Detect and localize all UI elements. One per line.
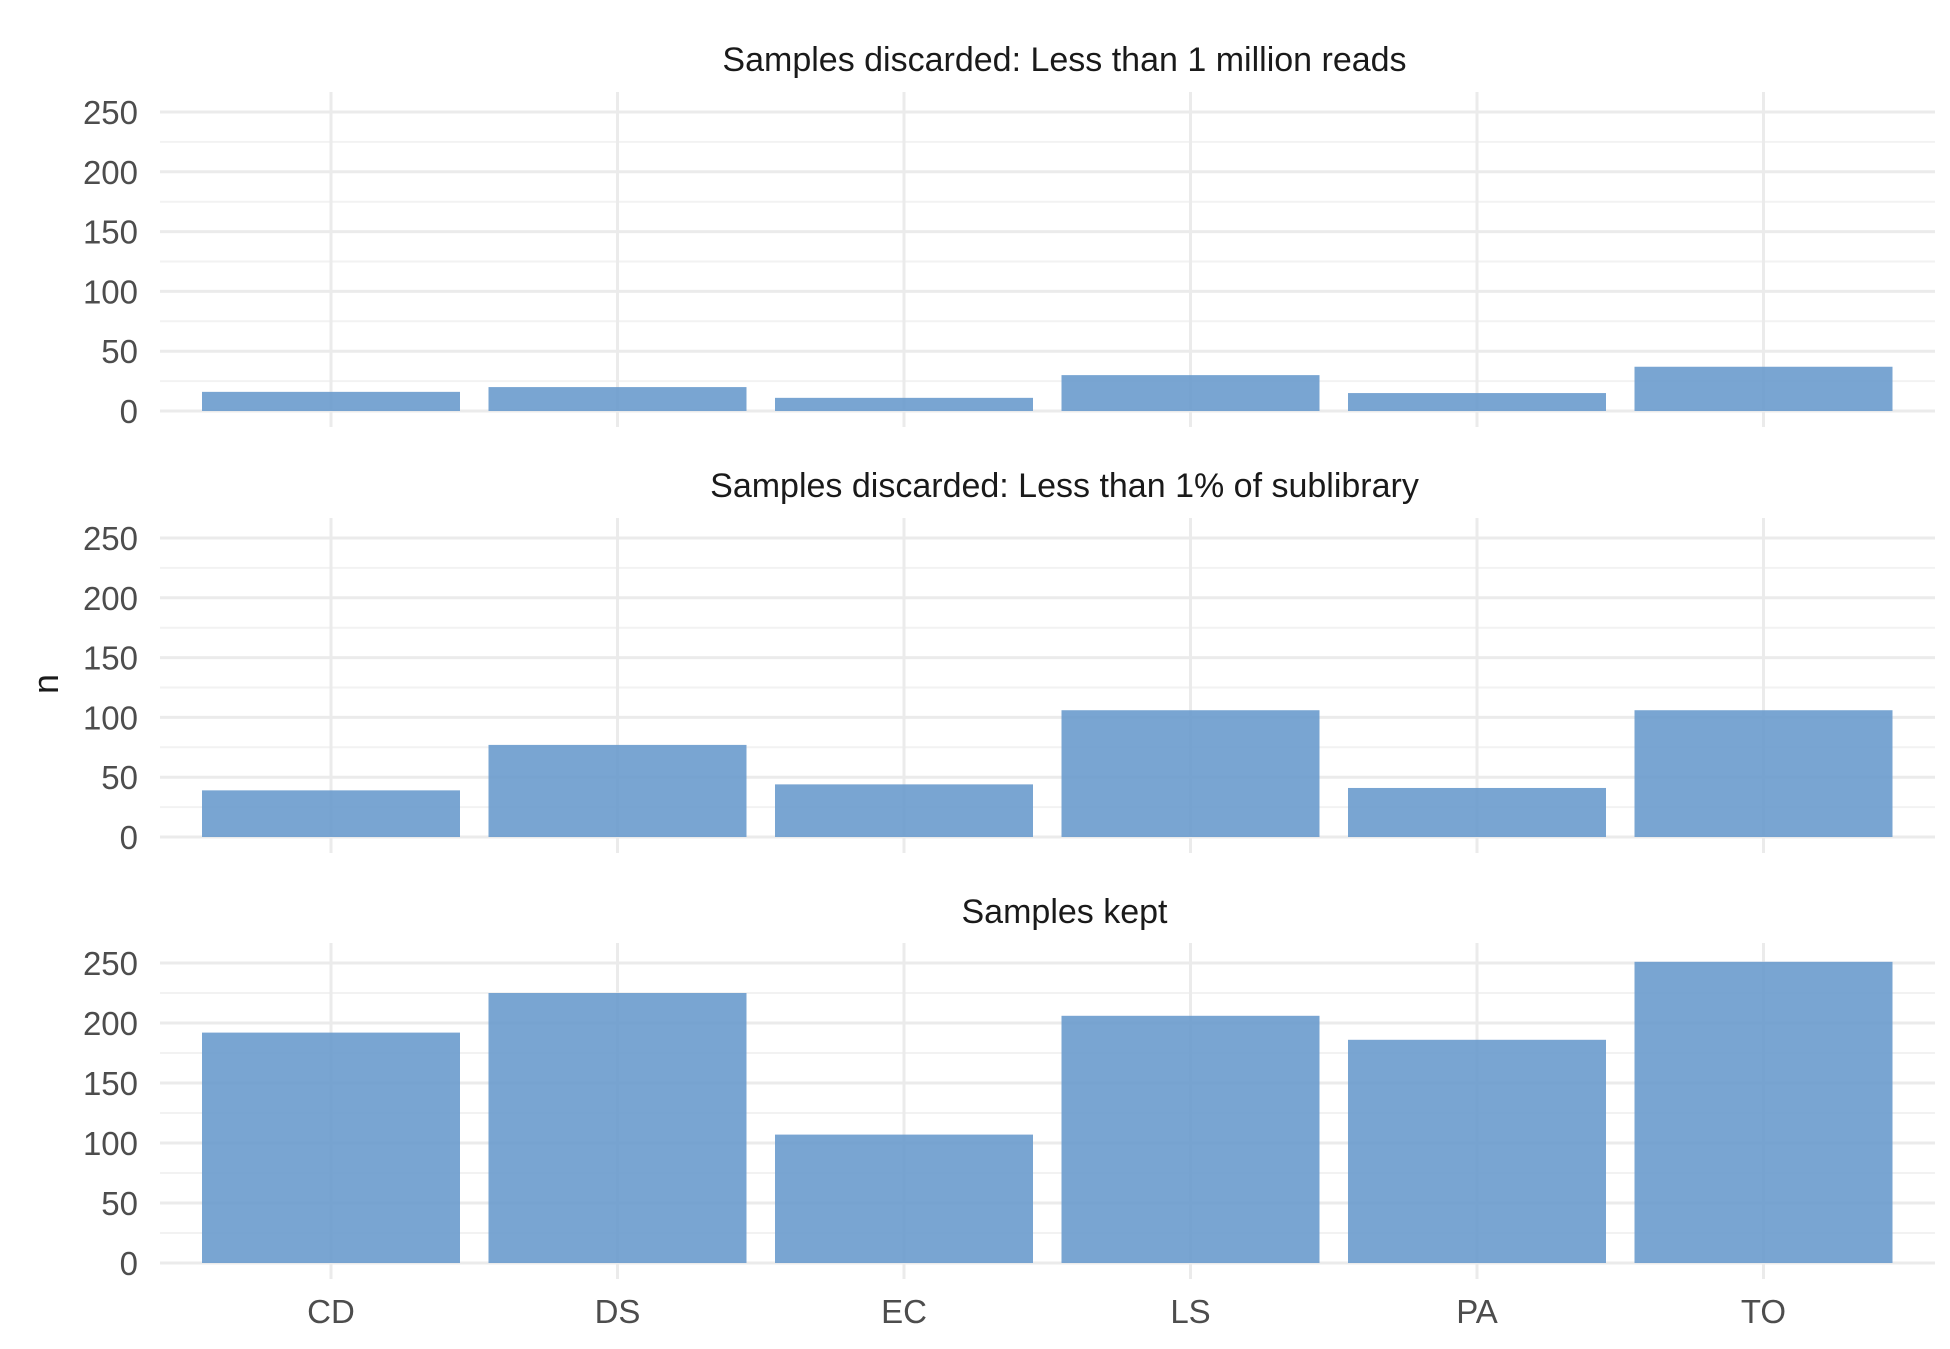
bar-ds	[488, 993, 747, 1263]
x-tick-label: EC	[881, 1293, 927, 1330]
bar-ec	[775, 397, 1033, 411]
bar-ec	[775, 1134, 1033, 1263]
bar-cd	[202, 1032, 460, 1263]
x-tick-label: TO	[1741, 1293, 1786, 1330]
x-tick-label: DS	[595, 1293, 641, 1330]
y-tick-label: 250	[83, 520, 138, 557]
y-tick-label: 100	[83, 699, 138, 736]
y-tick-label: 150	[83, 640, 138, 677]
y-tick-label: 50	[101, 1185, 138, 1222]
facet-title: Samples discarded: Less than 1 million r…	[722, 41, 1406, 79]
bar-to	[1634, 961, 1893, 1263]
y-tick-label: 50	[101, 759, 138, 796]
bar-ds	[488, 744, 747, 837]
y-tick-label: 0	[120, 819, 138, 856]
bar-ls	[1061, 1015, 1320, 1263]
bar-ls	[1061, 710, 1320, 837]
y-tick-label: 100	[83, 1125, 138, 1162]
facet-title: Samples kept	[962, 893, 1169, 931]
y-tick-label: 150	[83, 214, 138, 251]
facet-title: Samples discarded: Less than 1% of subli…	[710, 467, 1419, 505]
y-tick-label: 200	[83, 580, 138, 617]
x-tick-label: LS	[1170, 1293, 1210, 1330]
y-tick-label: 0	[120, 1245, 138, 1282]
y-tick-label: 50	[101, 333, 138, 370]
bar-pa	[1348, 1039, 1606, 1263]
facet-panel: 0 50 100 150 200 250 Samples discarded: Less t…	[83, 467, 1935, 856]
y-tick-label: 150	[83, 1065, 138, 1102]
x-axis: CD DS EC LS PA TO	[307, 1293, 1786, 1330]
y-tick-label: 250	[83, 94, 138, 131]
y-axis-title: n	[25, 674, 66, 694]
facet-panel: 0 50 100 150 200 250 Samples discarded: Less t…	[83, 41, 1935, 430]
x-tick-label: CD	[307, 1293, 355, 1330]
bar-cd	[202, 391, 460, 411]
facets: 0 50 100 150 200 250 Samples discarded: Less t…	[83, 41, 1935, 1282]
bar-pa	[1348, 393, 1606, 411]
facet-panel: 0 50 100 150 200 250 Samples kept	[83, 893, 1935, 1282]
bar-ds	[488, 387, 747, 411]
y-tick-label: 0	[120, 393, 138, 430]
bar-cd	[202, 790, 460, 837]
bar-pa	[1348, 787, 1606, 837]
bar-ec	[775, 784, 1033, 837]
y-tick-label: 100	[83, 273, 138, 310]
x-tick-label: PA	[1456, 1293, 1498, 1330]
y-tick-label: 200	[83, 154, 138, 191]
y-tick-label: 200	[83, 1005, 138, 1042]
bar-to	[1634, 366, 1893, 411]
bar-to	[1634, 710, 1893, 837]
y-tick-label: 250	[83, 945, 138, 982]
bar-ls	[1061, 375, 1320, 411]
